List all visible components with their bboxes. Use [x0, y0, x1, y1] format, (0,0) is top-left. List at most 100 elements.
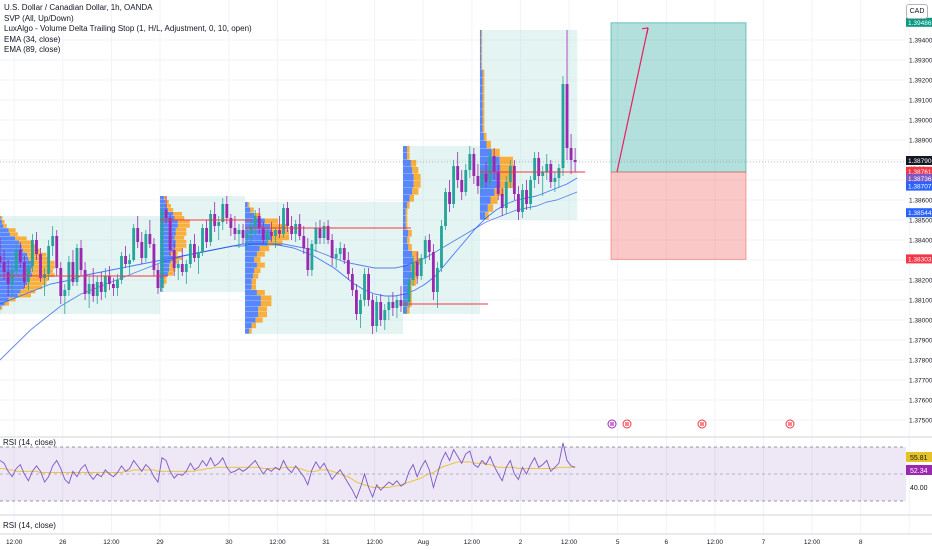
volume-profile-bar — [258, 312, 268, 318]
take-profit-label: 1.39486 — [908, 20, 932, 27]
candle-body — [18, 250, 22, 262]
candle-body — [253, 216, 257, 226]
rsi-pane[interactable]: 55.81 52.34 40.00 — [0, 436, 932, 516]
volume-profile-bar — [245, 301, 261, 307]
profit-zone — [610, 22, 747, 173]
indicator-price-label: 1.38736 — [908, 176, 932, 183]
volume-profile-bar — [245, 224, 271, 230]
volume-profile-bar — [0, 289, 21, 294]
candle-body — [160, 210, 164, 288]
volume-profile-bar — [481, 37, 483, 46]
marker-glyph — [625, 422, 629, 426]
volume-profile-bar — [160, 200, 166, 204]
volume-profile-bar — [479, 132, 484, 141]
ema34-line — [0, 177, 578, 305]
volume-profile-bar — [481, 30, 483, 38]
volume-profile-bar — [160, 260, 171, 264]
indicator-svp[interactable]: SVP (All, Up/Down) — [4, 13, 74, 23]
candle-body — [488, 156, 492, 182]
price-tick-label: 1.39200 — [909, 78, 932, 85]
volume-profile-bar — [252, 273, 259, 279]
volume-profile-bar — [0, 252, 28, 257]
rsi-lines — [0, 442, 576, 500]
volume-profile-bar — [175, 244, 187, 248]
candle-body — [188, 244, 192, 264]
volume-profile-bar — [8, 228, 16, 233]
volume-profile-bar — [482, 101, 485, 109]
volume-profile-bar — [9, 232, 18, 237]
symbol-title[interactable]: U.S. Dollar / Canadian Dollar, 1h, OANDA — [4, 3, 153, 12]
candle-body — [79, 248, 83, 270]
volume-profile-bar — [408, 244, 412, 251]
candle-body — [197, 252, 200, 258]
volume-profile-bar — [245, 323, 252, 329]
rsi-line — [0, 442, 576, 500]
price-tick-label: 1.38500 — [909, 218, 932, 225]
candle-body — [156, 270, 160, 288]
volume-profile-bar — [403, 153, 407, 160]
rsi-pane-title-2[interactable]: RSI (14, close) — [3, 521, 56, 530]
volume-profile-bar — [408, 230, 412, 237]
candle-body — [22, 262, 26, 282]
candle-body — [39, 254, 42, 278]
candle-body — [310, 244, 314, 270]
indicator-ema89[interactable]: EMA (89, close) — [4, 45, 61, 54]
volume-profile-bar — [403, 167, 413, 174]
candle-body — [407, 280, 411, 302]
volume-profile-bar — [479, 188, 495, 196]
candle-body — [107, 276, 111, 284]
indicator-ema34[interactable]: EMA (34, close) — [4, 34, 61, 44]
marker-glyph — [788, 422, 792, 426]
volume-profile-bar — [403, 230, 409, 237]
candle-body — [419, 258, 423, 276]
volume-profile-bar — [403, 216, 406, 223]
volume-profile-bar — [403, 279, 411, 286]
rsi-pane-title[interactable]: RSI (14, close) — [3, 438, 56, 447]
time-tick-label: 12:00 — [6, 539, 23, 546]
volume-profile-bar — [245, 284, 252, 290]
volume-profile-bar — [1, 220, 5, 224]
candle-body — [444, 192, 447, 226]
volume-profile-bar — [0, 240, 20, 245]
volume-profile-bar — [254, 257, 261, 263]
volume-profile-bar — [0, 297, 9, 302]
volume-profile-bar — [4, 301, 9, 306]
volume-profile-bar — [160, 228, 176, 232]
volume-profile-bar — [406, 237, 410, 244]
candle-body — [35, 240, 38, 254]
volume-profile-bar — [270, 224, 287, 230]
candle-body — [464, 170, 468, 192]
indicator-luxalgo[interactable]: LuxAlgo - Volume Delta Trailing Stop (1,… — [4, 24, 252, 33]
candle-body — [205, 228, 208, 242]
candle-body — [278, 230, 281, 234]
volume-profile-bar — [27, 281, 47, 286]
volume-profile-bar — [403, 286, 409, 293]
currency-button[interactable]: CAD — [906, 4, 928, 19]
time-axis[interactable]: 12:00 26 12:00 29 30 12:00 31 12:00 Aug 12:00 2 12:… — [0, 533, 932, 546]
volume-profile-bar — [245, 202, 248, 208]
volume-profile-bar — [483, 132, 487, 141]
volume-profile-bar — [250, 207, 254, 213]
candle-body — [395, 300, 399, 308]
volume-profile-bar — [245, 273, 253, 279]
candle-body — [484, 174, 488, 182]
time-tick-label: 7 — [762, 539, 766, 546]
volume-profile-bar — [32, 265, 55, 269]
volume-profile-bar — [482, 69, 485, 78]
candle-body — [423, 240, 427, 258]
volume-profile-bar — [259, 246, 270, 252]
volume-profile-bar — [177, 220, 190, 224]
indicator-price-label: 1.38544 — [908, 210, 932, 217]
candle-body — [391, 302, 395, 308]
candle-body — [47, 246, 51, 274]
volume-profile-bar — [20, 289, 36, 294]
candle-body — [257, 216, 261, 228]
volume-profile-bar — [245, 257, 255, 263]
long-position-tool[interactable] — [610, 22, 747, 260]
candle-body — [2, 262, 6, 272]
event-markers[interactable] — [607, 419, 795, 429]
volume-profile-bar — [479, 30, 482, 38]
volume-profile-bar — [169, 264, 176, 268]
